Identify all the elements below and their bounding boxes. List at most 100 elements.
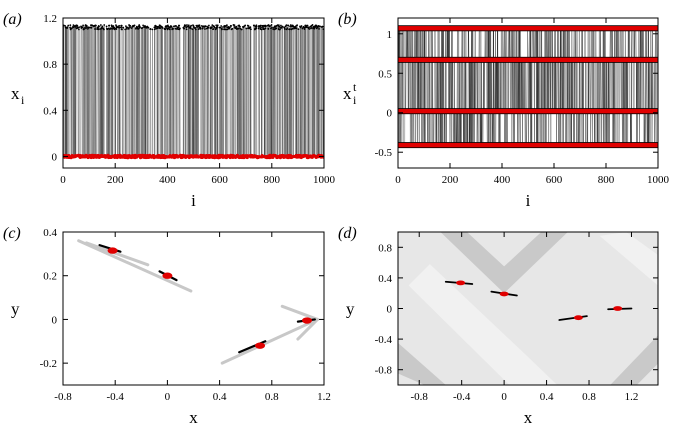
- red-cluster-1: [162, 272, 173, 279]
- axes-frame: [397, 17, 659, 169]
- data-point-upper: [112, 25, 115, 27]
- data-point-upper: [172, 27, 175, 30]
- data-point-upper: [161, 27, 164, 29]
- data-point-upper: [184, 24, 187, 27]
- data-point-upper: [76, 24, 79, 27]
- data-point-upper: [207, 26, 210, 29]
- data-point-upper: [303, 28, 306, 30]
- data-point-upper: [173, 25, 176, 27]
- data-point-upper: [257, 27, 260, 30]
- data-point-upper: [66, 26, 69, 29]
- panel-d: -0.8 -0.4 0 0.4 0.8 1.2 -0.8 -0.4 0 0.4 0.8 x y (d): [338, 225, 659, 427]
- data-point-upper: [264, 27, 267, 30]
- data-point-upper: [278, 25, 281, 28]
- data-point-upper: [267, 27, 270, 30]
- x-tick-label: 400: [494, 174, 511, 186]
- data-point-upper: [78, 26, 81, 28]
- attractor-line-2: [220, 317, 319, 365]
- data-point-upper: [296, 24, 299, 27]
- data-point-upper: [115, 28, 118, 31]
- data-point-upper: [142, 24, 145, 27]
- data-point-upper: [64, 25, 66, 27]
- y-axis-label-subscript: i: [21, 93, 25, 107]
- data-point-upper: [204, 28, 206, 30]
- red-cluster-3: [613, 306, 623, 311]
- data-point-upper: [311, 24, 314, 26]
- attractor-line-4: [296, 317, 319, 341]
- data-point-upper: [216, 24, 219, 27]
- data-point-upper: [88, 26, 91, 29]
- attractor-line-3: [280, 304, 319, 321]
- data-point-lower: [196, 155, 201, 159]
- data-point-upper: [197, 28, 200, 31]
- data-point-upper: [199, 27, 202, 30]
- x-tick-label: 0.8: [265, 391, 279, 403]
- x-tick-label: 1.2: [317, 391, 331, 403]
- x-tick-label: -0.8: [411, 391, 429, 403]
- data-point-upper: [287, 24, 290, 27]
- red-cluster-0: [456, 280, 466, 286]
- y-tick-label: -0.2: [40, 358, 57, 370]
- data-point-upper: [141, 27, 144, 29]
- data-point-upper: [253, 24, 255, 27]
- data-point-upper: [103, 28, 105, 31]
- trajectory-line: [398, 26, 658, 147]
- data-point-upper: [167, 27, 170, 30]
- x-tick-label: 1000: [647, 174, 670, 186]
- data-point-upper: [278, 28, 281, 31]
- data-point-upper: [170, 25, 173, 28]
- data-point-upper: [90, 26, 93, 29]
- attractor-line-0: [77, 239, 193, 293]
- data-point-upper: [69, 24, 72, 27]
- y-axis-label-subscript: i: [353, 93, 357, 107]
- plot-area-b: [398, 25, 658, 149]
- y-tick-label: 0.5: [378, 68, 392, 80]
- x-tick-label: 0: [165, 391, 171, 403]
- data-point-upper: [289, 25, 291, 28]
- data-point-upper: [235, 25, 238, 28]
- data-point-upper: [94, 28, 97, 30]
- band-red-1: [398, 57, 658, 63]
- data-point-upper: [113, 26, 116, 29]
- data-point-upper: [225, 28, 228, 31]
- y-tick-label: 0: [387, 304, 393, 316]
- data-point-upper: [244, 24, 247, 27]
- data-point-upper: [129, 24, 132, 27]
- x-tick-label: 1000: [313, 174, 336, 186]
- x-tick-label: 0.4: [540, 391, 554, 403]
- data-point-upper: [105, 25, 108, 28]
- data-point-upper: [319, 25, 321, 28]
- data-point-upper: [230, 25, 232, 27]
- data-point-upper: [101, 25, 104, 28]
- data-point-upper: [120, 24, 123, 27]
- data-point-upper: [321, 25, 324, 28]
- dark-chevron-top: [440, 232, 568, 294]
- data-point-upper: [149, 28, 152, 30]
- x-axis-label: x: [524, 408, 533, 427]
- data-point-upper: [218, 26, 221, 29]
- band-red-0: [398, 26, 658, 31]
- data-point-upper: [240, 28, 243, 31]
- data-point-upper: [221, 28, 223, 31]
- panel-label: (c): [3, 225, 21, 242]
- x-tick-label: 0.4: [213, 391, 227, 403]
- red-cluster-2: [573, 315, 583, 321]
- y-tick-label: 1.2: [43, 13, 57, 25]
- x-tick-label: -0.4: [106, 391, 124, 403]
- data-point-upper: [223, 28, 226, 31]
- x-tick-label: 0: [501, 391, 507, 403]
- data-point-upper: [121, 28, 123, 31]
- data-point-upper: [155, 27, 158, 30]
- data-point-upper: [178, 24, 181, 27]
- data-point-upper: [70, 27, 73, 30]
- y-axis-label-superscript: t: [353, 80, 357, 94]
- data-point-upper: [201, 27, 204, 30]
- data-point-upper: [183, 27, 186, 30]
- data-point-upper: [270, 24, 273, 26]
- data-point-upper: [179, 27, 181, 30]
- data-point-upper: [133, 24, 136, 27]
- data-point-upper: [151, 28, 154, 31]
- data-point-upper: [297, 28, 300, 31]
- dark-stripe-right: [610, 335, 658, 385]
